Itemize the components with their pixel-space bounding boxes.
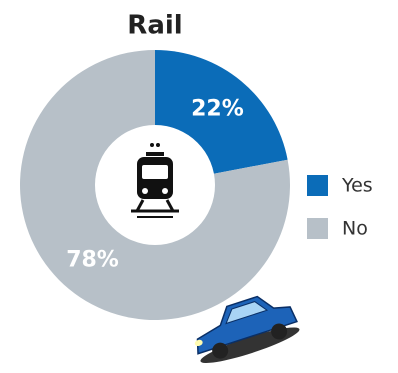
- legend-swatch: [307, 175, 328, 196]
- car-icon: [194, 295, 300, 363]
- legend-swatch: [307, 218, 328, 239]
- slice-label: 78%: [66, 248, 119, 273]
- legend-label: Yes: [341, 175, 373, 197]
- slice-label: 22%: [191, 96, 244, 121]
- legend: Yes No: [307, 175, 373, 240]
- legend-label: No: [342, 218, 368, 240]
- chart-title: Rail: [127, 11, 182, 41]
- train-icon: [131, 143, 179, 218]
